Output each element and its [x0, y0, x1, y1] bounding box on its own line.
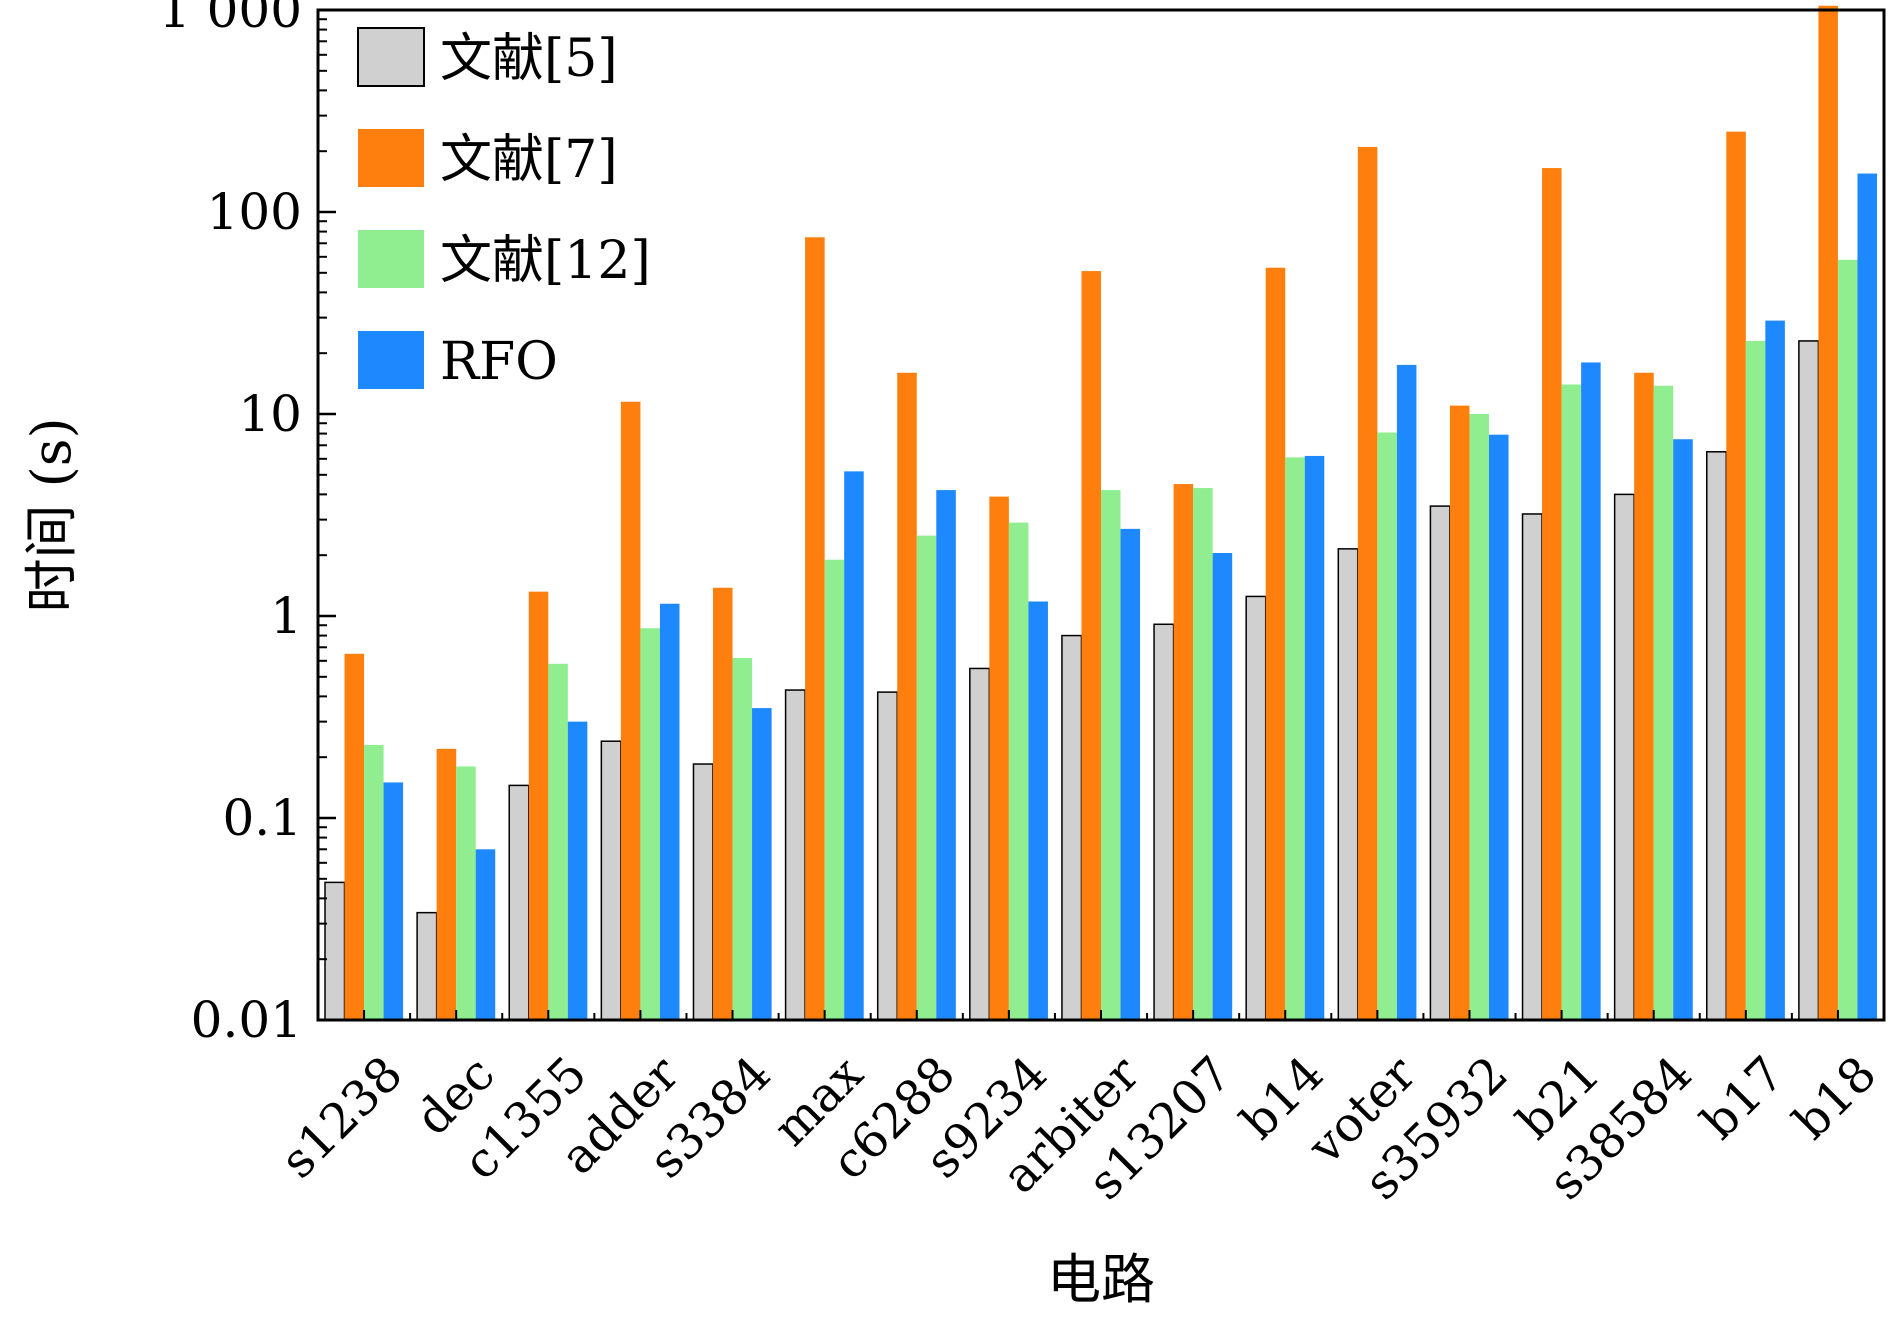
bar-adder-series-2: [640, 628, 660, 1020]
bar-s1238-series-0: [324, 881, 346, 1021]
bar-voter-series-2: [1377, 432, 1397, 1020]
legend-label: RFO: [440, 332, 558, 392]
bar-s13207-series-0: [1153, 623, 1175, 1021]
legend-swatch: [358, 230, 424, 288]
y-axis-title: 时间 (s): [20, 417, 83, 612]
bar-s9234-series-1: [989, 496, 1009, 1020]
bar-b21-series-1: [1542, 168, 1562, 1020]
bar-adder-series-3: [659, 603, 680, 1020]
x-category-label: b18: [1783, 1046, 1888, 1151]
legend-label: 文献[5]: [440, 29, 618, 89]
bar-b17-series-0: [1706, 451, 1728, 1021]
bar-dec-series-2: [456, 766, 476, 1020]
bar-arbiter-series-3: [1120, 528, 1141, 1020]
bar-dec-series-1: [436, 748, 457, 1020]
bar-b21-series-0: [1521, 513, 1543, 1021]
bar-c1355-series-3: [567, 721, 588, 1020]
plot-frame: [316, 8, 1886, 1022]
bar-c6288-series-3: [936, 490, 956, 1020]
legend-swatch: [357, 27, 425, 87]
y-tick-label: 10: [238, 385, 302, 443]
x-category-label: s1238: [270, 1046, 413, 1189]
bar-b17-series-1: [1726, 131, 1746, 1021]
bar-s9234-series-2: [1008, 522, 1029, 1020]
legend-swatch: [358, 331, 424, 389]
bar-arbiter-series-0: [1061, 634, 1083, 1021]
bar-c1355-series-1: [528, 591, 549, 1020]
bar-s13207-series-3: [1212, 553, 1233, 1020]
bar-arbiter-series-2: [1101, 490, 1121, 1020]
bar-b17-series-2: [1745, 340, 1766, 1020]
bar-s3384-series-1: [713, 587, 733, 1020]
bar-b18-series-2: [1837, 259, 1858, 1020]
bar-dec-series-0: [416, 911, 438, 1021]
bar-max-series-2: [824, 559, 845, 1020]
bar-max-series-1: [805, 237, 825, 1021]
bar-s13207-series-1: [1173, 484, 1194, 1020]
bar-s35932-series-0: [1429, 505, 1451, 1021]
bar-b18-series-1: [1818, 5, 1838, 1020]
bar-s1238-series-3: [383, 782, 404, 1020]
bar-voter-series-1: [1357, 146, 1378, 1021]
bar-s38584-series-3: [1673, 439, 1693, 1020]
legend-swatch: [358, 129, 424, 187]
bar-adder-series-1: [620, 401, 641, 1021]
bar-s3384-series-3: [752, 708, 772, 1020]
bars-group: [324, 5, 1877, 1021]
bar-s38584-series-0: [1613, 493, 1635, 1021]
y-tick-label: 1: [270, 587, 302, 645]
bar-dec-series-3: [475, 849, 496, 1020]
bar-s38584-series-1: [1634, 372, 1654, 1020]
bar-max-series-3: [844, 471, 864, 1020]
bar-s9234-series-3: [1028, 601, 1048, 1020]
bar-c1355-series-0: [508, 784, 530, 1021]
bar-s1238-series-1: [344, 653, 365, 1020]
bar-s3384-series-2: [732, 657, 753, 1020]
x-category-label: b17: [1691, 1046, 1796, 1151]
bar-s38584-series-2: [1653, 385, 1674, 1021]
bar-arbiter-series-1: [1081, 271, 1101, 1021]
bar-s1238-series-2: [364, 744, 384, 1020]
bar-b14-series-2: [1285, 457, 1305, 1020]
bar-b21-series-2: [1561, 384, 1582, 1020]
y-tick-label: 0.1: [222, 789, 302, 847]
bar-b14-series-1: [1265, 267, 1286, 1020]
bar-max-series-0: [784, 689, 806, 1021]
bar-c6288-series-0: [876, 691, 898, 1021]
legend-label: 文献[7]: [440, 130, 618, 190]
bar-c1355-series-2: [548, 663, 568, 1020]
bar-b14-series-3: [1304, 455, 1325, 1020]
bar-b17-series-3: [1765, 320, 1785, 1021]
y-axis-ticks: 0.01 0.1 1 10 100 1 000: [159, 0, 336, 1049]
bar-adder-series-0: [600, 740, 622, 1021]
y-tick-label: 0.01: [191, 991, 302, 1049]
bar-c6288-series-2: [916, 535, 937, 1020]
x-axis-category-labels: s1238decc1355adders3384maxc6288s9234arbi…: [270, 1046, 1887, 1211]
bar-voter-series-0: [1337, 548, 1359, 1021]
bar-b18-series-3: [1857, 173, 1877, 1021]
bar-b21-series-3: [1581, 362, 1601, 1021]
y-tick-label: 100: [207, 183, 302, 241]
bar-s35932-series-3: [1489, 434, 1509, 1020]
bar-voter-series-3: [1396, 364, 1417, 1020]
bar-s3384-series-0: [692, 763, 714, 1021]
legend-label: 文献[12]: [440, 231, 651, 291]
bar-b18-series-0: [1798, 340, 1820, 1021]
y-tick-label: 1 000: [159, 0, 302, 39]
legend: 文献[5] 文献[7] 文献[12] RFO: [357, 27, 651, 392]
bar-s9234-series-0: [969, 667, 991, 1021]
bar-s35932-series-2: [1469, 414, 1489, 1020]
x-axis-title: 电路: [1047, 1248, 1155, 1311]
bar-c6288-series-1: [897, 372, 917, 1020]
bar-s13207-series-2: [1193, 488, 1213, 1020]
bar-b14-series-0: [1245, 595, 1267, 1021]
bar-s35932-series-1: [1449, 405, 1470, 1020]
